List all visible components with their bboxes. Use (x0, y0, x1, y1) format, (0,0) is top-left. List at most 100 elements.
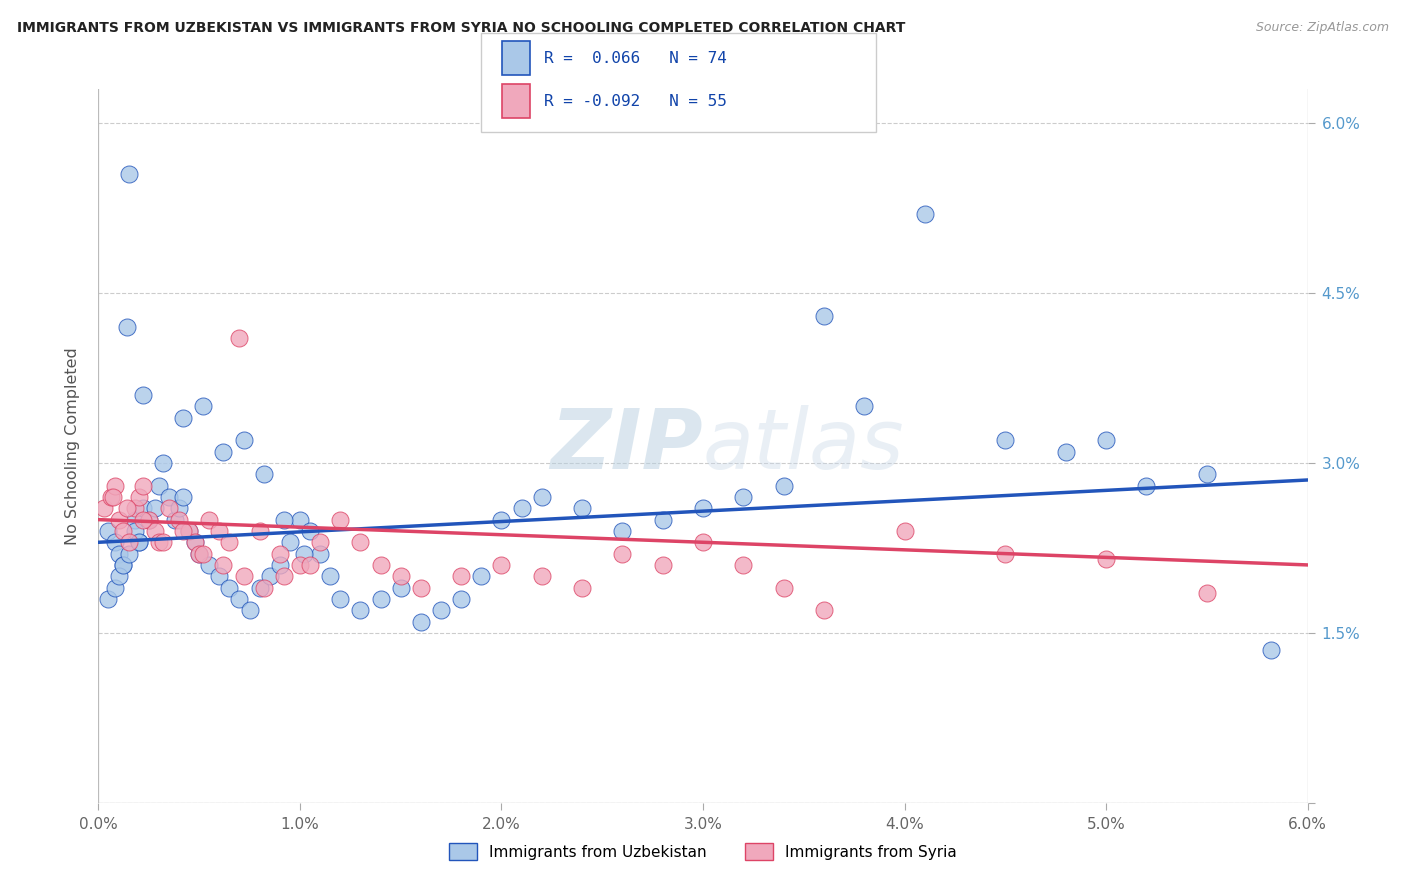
Point (692, 535, 714, 549)
Point (208, 569, 231, 583)
Point (132, 501, 155, 516)
Point (228, 591, 250, 606)
Point (239, 603, 262, 617)
Y-axis label: No Schooling Completed: No Schooling Completed (65, 347, 80, 545)
Point (148, 478, 170, 492)
Point (101, 490, 124, 504)
Point (692, 501, 714, 516)
Point (530, 569, 553, 583)
Point (212, 444, 235, 458)
Point (329, 591, 352, 606)
Point (143, 501, 166, 516)
Point (651, 558, 673, 572)
Point (179, 524, 201, 538)
Text: Source: ZipAtlas.com: Source: ZipAtlas.com (1256, 21, 1389, 34)
Point (571, 581, 593, 595)
Point (152, 456, 174, 470)
Point (228, 331, 250, 345)
Point (124, 501, 146, 516)
Point (470, 569, 492, 583)
Point (733, 490, 755, 504)
Point (193, 547, 215, 561)
Point (103, 478, 125, 492)
Point (198, 558, 221, 572)
Point (309, 547, 332, 561)
Text: R = -0.092   N = 55: R = -0.092 N = 55 (544, 94, 727, 109)
Point (1054, 444, 1077, 458)
Point (491, 558, 513, 572)
Point (349, 535, 371, 549)
Point (128, 535, 150, 549)
Point (772, 581, 794, 595)
Point (184, 535, 207, 549)
Point (273, 513, 295, 527)
Point (232, 434, 254, 448)
Point (111, 558, 134, 572)
Point (143, 524, 166, 538)
Point (172, 524, 194, 538)
Point (103, 581, 125, 595)
Point (1260, 643, 1282, 657)
Point (111, 558, 134, 572)
Point (124, 513, 146, 527)
Point (309, 535, 332, 549)
Point (157, 490, 180, 504)
Point (97, 591, 120, 606)
Point (299, 524, 322, 538)
Point (188, 547, 211, 561)
Point (93, 501, 115, 516)
Point (651, 513, 673, 527)
Point (152, 535, 174, 549)
Point (994, 434, 1017, 448)
Point (212, 558, 235, 572)
Point (409, 615, 432, 629)
Point (138, 513, 160, 527)
Point (188, 547, 211, 561)
Point (232, 569, 254, 583)
Point (118, 167, 141, 181)
Point (893, 524, 915, 538)
Point (450, 591, 472, 606)
Point (118, 547, 141, 561)
Point (253, 467, 276, 482)
Point (167, 513, 190, 527)
Text: R =  0.066   N = 74: R = 0.066 N = 74 (544, 51, 727, 66)
Point (278, 535, 301, 549)
Point (1135, 478, 1157, 492)
Point (172, 410, 194, 425)
Point (1195, 467, 1218, 482)
Point (115, 320, 138, 334)
Point (111, 524, 134, 538)
Point (813, 309, 835, 323)
Point (249, 524, 271, 538)
Point (97, 524, 120, 538)
Point (208, 524, 231, 538)
Point (288, 513, 311, 527)
Point (733, 558, 755, 572)
Point (218, 581, 240, 595)
Point (107, 569, 129, 583)
Point (329, 513, 352, 527)
Point (288, 558, 311, 572)
Point (249, 581, 271, 595)
Point (148, 535, 170, 549)
Text: IMMIGRANTS FROM UZBEKISTAN VS IMMIGRANTS FROM SYRIA NO SCHOOLING COMPLETED CORRE: IMMIGRANTS FROM UZBEKISTAN VS IMMIGRANTS… (17, 21, 905, 35)
Point (184, 535, 207, 549)
Point (118, 535, 141, 549)
Point (994, 547, 1017, 561)
Point (430, 603, 453, 617)
Point (772, 478, 794, 492)
Point (409, 581, 432, 595)
Point (914, 207, 936, 221)
Point (100, 490, 122, 504)
Point (370, 558, 392, 572)
Point (491, 513, 513, 527)
Point (124, 524, 146, 538)
Point (389, 569, 412, 583)
Point (259, 569, 281, 583)
Point (612, 547, 634, 561)
Text: ZIP: ZIP (550, 406, 703, 486)
Point (172, 490, 194, 504)
Legend: Immigrants from Uzbekistan, Immigrants from Syria: Immigrants from Uzbekistan, Immigrants f… (443, 837, 963, 866)
Point (269, 558, 291, 572)
